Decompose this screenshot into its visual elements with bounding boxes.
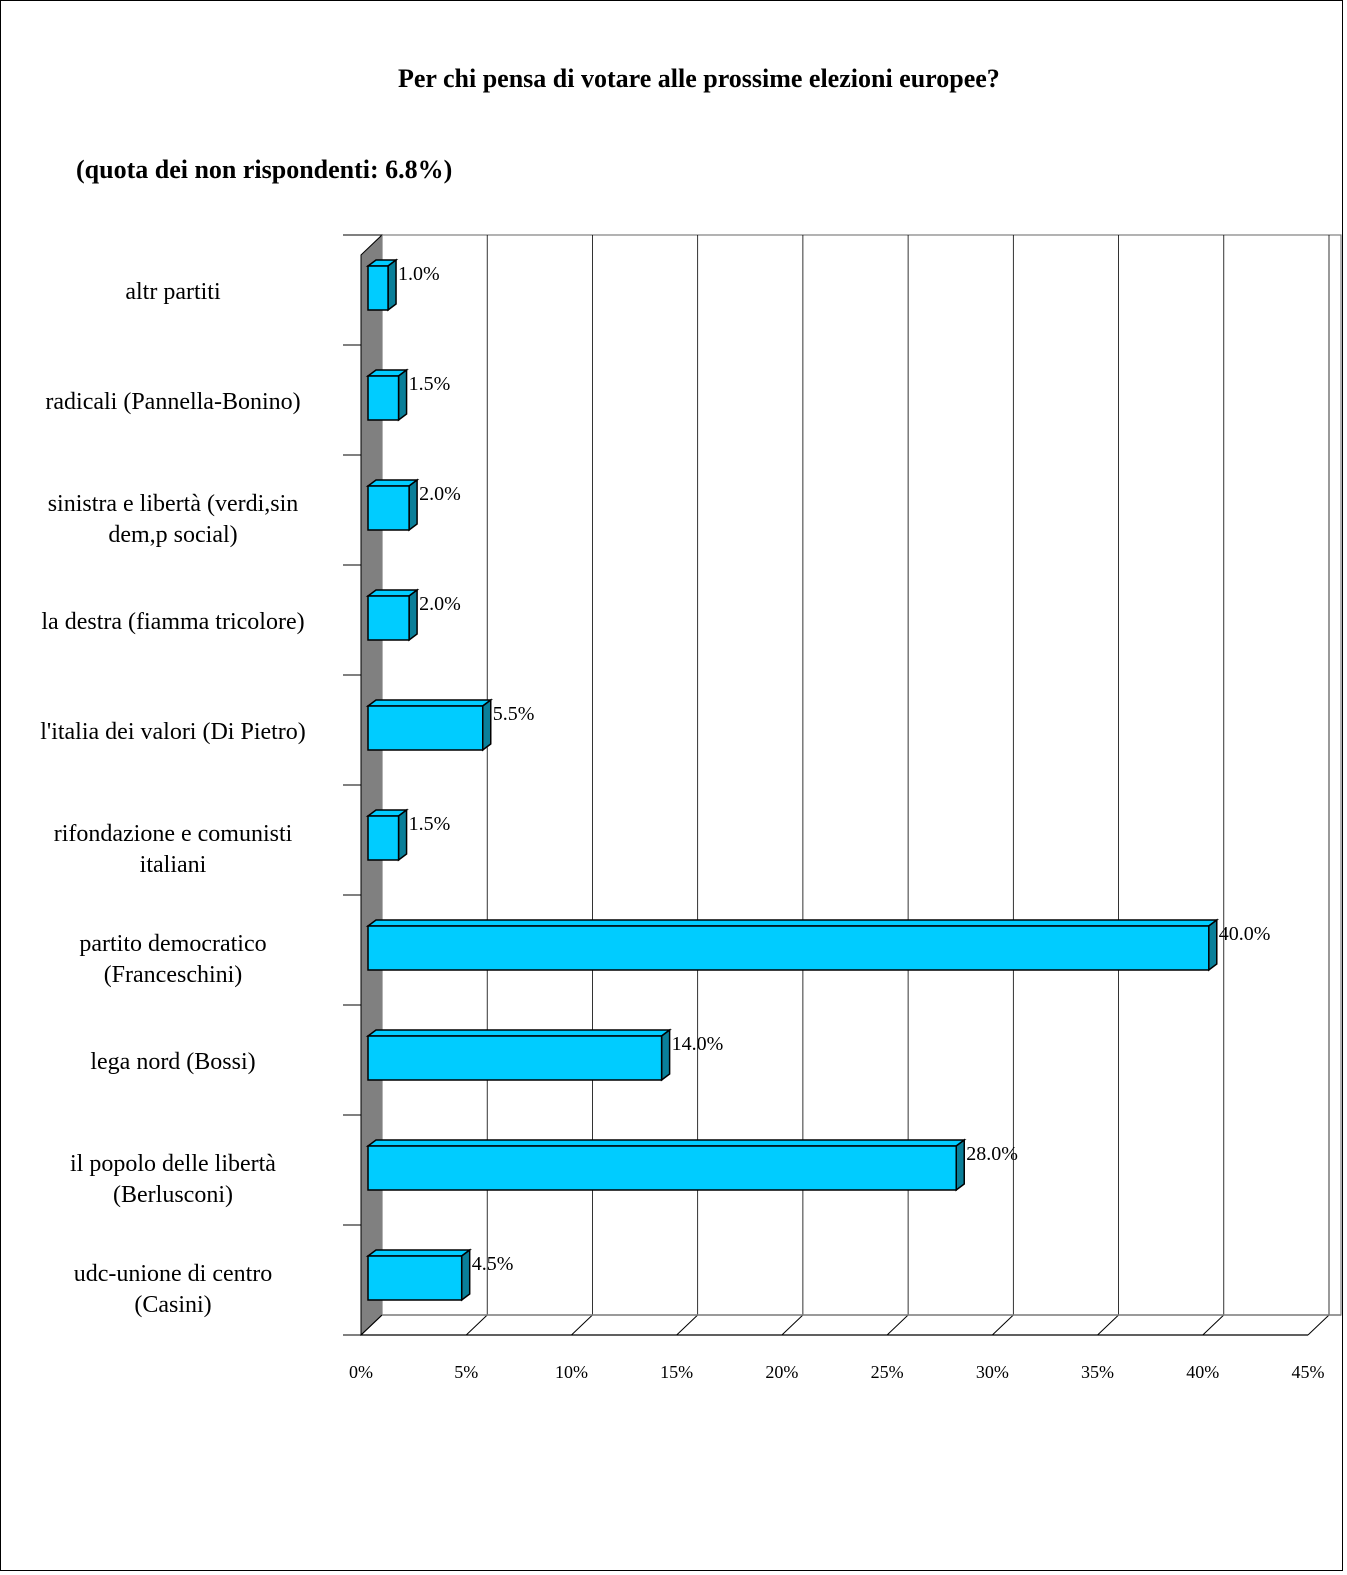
data-label: 5.5% <box>492 703 535 725</box>
bar <box>367 485 410 531</box>
floor-gridline <box>465 1314 488 1336</box>
bar-top <box>365 1249 472 1257</box>
category-label-line: radicali (Pannella-Bonino) <box>45 388 301 415</box>
data-label: 2.0% <box>419 483 461 505</box>
floor-gridline <box>571 1314 593 1336</box>
data-label: 1.0% <box>398 263 440 285</box>
data-label: 1.5% <box>408 813 451 835</box>
data-label: 4.5% <box>471 1253 514 1275</box>
bar-top <box>365 1029 672 1037</box>
category-label: altr partiti <box>8 277 338 308</box>
category-label-line: sinistra e libertà (verdi,sin <box>47 491 299 517</box>
bar <box>367 595 410 641</box>
floor-gridline <box>1097 1314 1119 1336</box>
floor-gridline <box>886 1314 909 1336</box>
bar <box>367 265 389 311</box>
data-label: 14.0% <box>671 1033 724 1055</box>
category-label: il popolo delle libertà (Berlusconi) <box>8 1149 338 1211</box>
bar-side <box>408 588 418 642</box>
bar-side <box>408 478 418 532</box>
floor-gridline <box>781 1314 804 1336</box>
category-label-line: la destra (fiamma tricolore) <box>41 608 305 635</box>
bar <box>367 1035 663 1081</box>
bar <box>367 1255 463 1301</box>
x-tick-label: 35% <box>1081 1362 1115 1382</box>
floor-gridline <box>991 1314 1014 1336</box>
bar <box>367 925 1210 971</box>
bar <box>367 815 400 861</box>
floor-gridline <box>360 1314 383 1336</box>
category-label-line: (Franceschini) <box>103 962 243 988</box>
bar-side <box>397 808 408 862</box>
x-tick-label: 25% <box>870 1362 904 1382</box>
data-label: 28.0% <box>966 1143 1018 1165</box>
bar-top <box>365 919 1220 927</box>
chart-title: Per chi pensa di votare alle prossime el… <box>398 64 1000 93</box>
x-tick-label: 5% <box>454 1362 479 1382</box>
x-tick-label: 45% <box>1291 1362 1325 1382</box>
category-label-line: l'italia dei valori (Di Pietro) <box>40 718 306 745</box>
category-label: rifondazione e comunisti italiani <box>8 819 338 881</box>
category-label: udc-unione di centro (Casini) <box>8 1259 338 1321</box>
bar-side <box>481 698 492 752</box>
x-tick-label: 10% <box>554 1362 588 1382</box>
bar <box>367 375 400 421</box>
category-label: l'italia dei valori (Di Pietro) <box>8 717 338 748</box>
category-label: la destra (fiamma tricolore) <box>8 607 338 638</box>
floor-gridline <box>1202 1314 1225 1336</box>
bar-top <box>365 699 493 707</box>
bar-side <box>660 1028 671 1082</box>
category-label-line: il popolo delle libertà <box>70 1151 276 1177</box>
x-tick-label: 40% <box>1186 1362 1220 1382</box>
bar <box>367 705 484 751</box>
category-label: sinistra e libertà (verdi,sin dem,p socia… <box>8 489 338 551</box>
category-label-line: lega nord (Bossi) <box>90 1048 256 1075</box>
bar-top <box>365 1139 967 1147</box>
floor-gridline <box>676 1314 699 1336</box>
bar-side <box>397 368 408 422</box>
category-label-line: italiani <box>139 852 207 878</box>
category-label: partito democratico (Franceschini) <box>8 929 338 991</box>
x-tick-label: 30% <box>975 1362 1009 1382</box>
category-label: radicali (Pannella-Bonino) <box>8 387 338 418</box>
bar-side <box>955 1138 965 1192</box>
floor-gridline <box>1307 1314 1330 1336</box>
x-tick-label: 15% <box>660 1362 694 1382</box>
bar-side <box>387 258 397 312</box>
bar-side <box>460 1248 471 1302</box>
category-label-line: dem,p social) <box>108 522 238 548</box>
category-label-line: partito democratico <box>79 931 267 957</box>
chart-subtitle: (quota dei non rispondenti: 6.8%) <box>76 155 453 184</box>
data-label: 40.0% <box>1218 923 1271 945</box>
category-label-line: rifondazione e comunisti <box>53 821 293 847</box>
x-tick-label: 0% <box>349 1362 373 1382</box>
data-label: 1.5% <box>408 373 451 395</box>
category-label-line: (Berlusconi) <box>113 1182 233 1208</box>
category-label-line: (Casini) <box>134 1292 212 1318</box>
category-label-line: udc-unione di centro <box>73 1261 273 1287</box>
data-label: 2.0% <box>419 593 461 615</box>
bar-side <box>1208 918 1218 972</box>
category-label: lega nord (Bossi) <box>8 1047 338 1078</box>
bar <box>367 1145 957 1191</box>
x-tick-label: 20% <box>765 1362 799 1382</box>
category-label-line: altr partiti <box>125 278 221 305</box>
